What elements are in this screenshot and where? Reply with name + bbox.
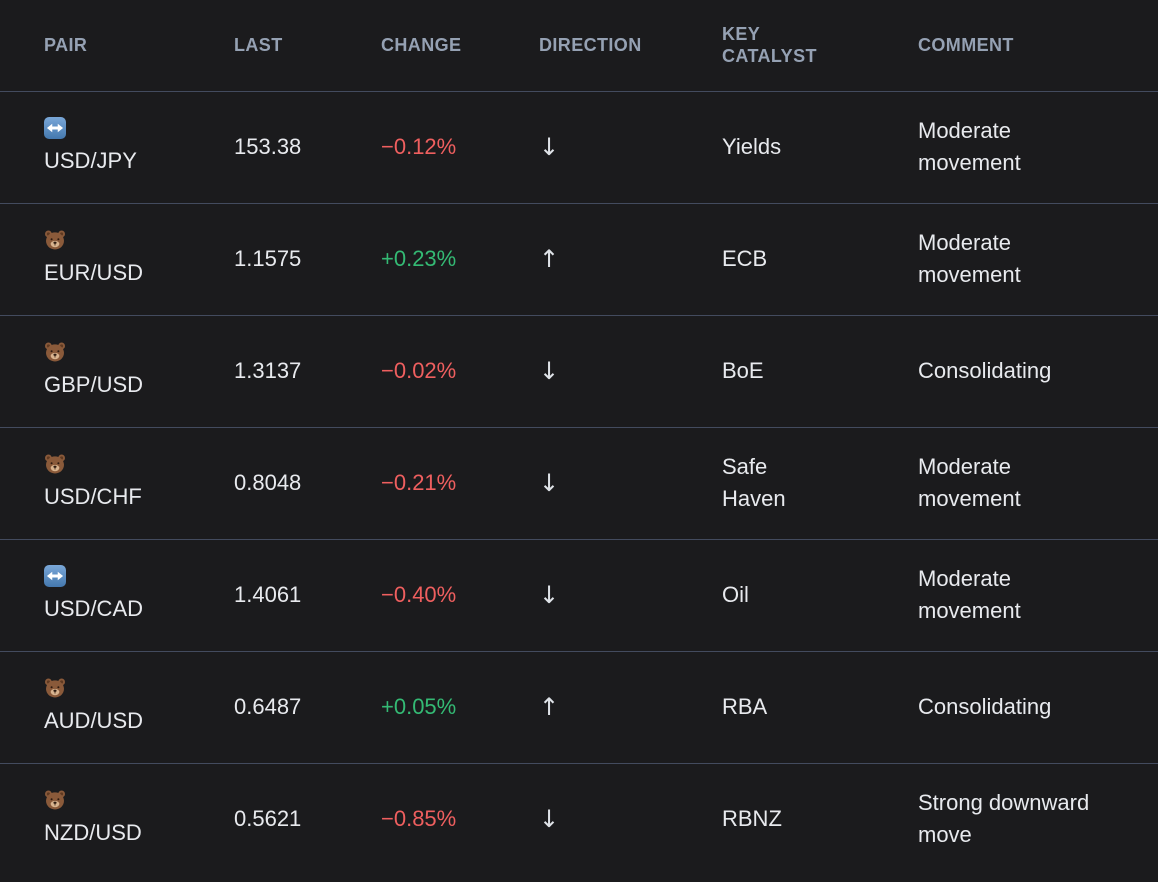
header-row: PAIR LAST CHANGE DIRECTION KEY CATALYST …	[0, 0, 1158, 91]
catalyst-cell: Yields	[722, 91, 918, 203]
comment-label: Consolidating	[918, 358, 1052, 384]
column-header-label: COMMENT	[918, 35, 1014, 55]
comment-cell: Moderate movement	[918, 91, 1158, 203]
direction-cell: ↑	[539, 203, 722, 315]
catalyst-label: RBNZ	[722, 806, 782, 832]
down-arrow-icon: ↓	[539, 804, 560, 833]
catalyst-label: RBA	[722, 694, 768, 720]
comment-cell: Consolidating	[918, 315, 1158, 427]
last-cell: 1.3137	[234, 358, 302, 384]
table-row-gbpusd: GBP/USD 1.3137 −0.02% ↓ BoE Consolidatin…	[0, 315, 1158, 427]
catalyst-label: Oil	[722, 582, 749, 608]
change-cell: −0.21%	[381, 470, 457, 496]
catalyst-cell: Oil	[722, 539, 918, 651]
pair-name: AUD/USD	[44, 708, 144, 734]
direction-cell: ↓	[539, 315, 722, 427]
column-header-label: KEY CATALYST	[722, 23, 817, 67]
left-right-arrow-icon	[44, 117, 66, 140]
catalyst-label: Safe Haven	[722, 454, 786, 511]
left-right-arrow-icon	[44, 565, 66, 588]
pair-cell: USD/JPY	[0, 91, 234, 203]
column-header-label: DIRECTION	[539, 35, 642, 55]
catalyst-cell: BoE	[722, 315, 918, 427]
comment-label: Moderate movement	[918, 454, 1021, 511]
last-cell: 0.5621	[234, 806, 302, 832]
comment-label: Moderate movement	[918, 230, 1021, 287]
catalyst-cell: Safe Haven	[722, 427, 918, 539]
change-cell: +0.05%	[381, 694, 457, 720]
up-arrow-icon: ↑	[539, 692, 560, 721]
direction-cell: ↓	[539, 91, 722, 203]
change-cell: −0.40%	[381, 582, 457, 608]
column-header-label: LAST	[234, 35, 283, 55]
pair-cell: NZD/USD	[0, 763, 234, 875]
catalyst-cell: RBNZ	[722, 763, 918, 875]
comment-label: Consolidating	[918, 694, 1052, 720]
catalyst-label: ECB	[722, 246, 768, 272]
direction-cell: ↓	[539, 427, 722, 539]
pair-name: NZD/USD	[44, 820, 142, 846]
column-header-key-catalyst: KEY CATALYST	[722, 0, 918, 91]
pair-name: GBP/USD	[44, 372, 144, 398]
bear-icon	[44, 677, 66, 699]
down-arrow-icon: ↓	[539, 468, 560, 497]
bear-icon	[44, 229, 66, 251]
comment-cell: Moderate movement	[918, 203, 1158, 315]
comment-cell: Moderate movement	[918, 539, 1158, 651]
pair-name: USD/JPY	[44, 148, 137, 174]
table-row-eurusd: EUR/USD 1.1575 +0.23% ↑ ECB Moderate mov…	[0, 203, 1158, 315]
table-row-audusd: AUD/USD 0.6487 +0.05% ↑ RBA Consolidatin…	[0, 651, 1158, 763]
change-cell: −0.85%	[381, 806, 457, 832]
down-arrow-icon: ↓	[539, 132, 560, 161]
catalyst-cell: RBA	[722, 651, 918, 763]
table-row-nzdusd: NZD/USD 0.5621 −0.85% ↓ RBNZ Strong down…	[0, 763, 1158, 875]
change-cell: −0.02%	[381, 358, 457, 384]
comment-label: Moderate movement	[918, 118, 1021, 175]
pair-cell: EUR/USD	[0, 203, 234, 315]
pair-name: EUR/USD	[44, 260, 144, 286]
bear-icon	[44, 341, 66, 363]
column-header-comment: COMMENT	[918, 0, 1158, 91]
pair-cell: USD/CHF	[0, 427, 234, 539]
pair-cell: USD/CAD	[0, 539, 234, 651]
comment-cell: Moderate movement	[918, 427, 1158, 539]
pair-name: USD/CAD	[44, 596, 144, 622]
comment-cell: Strong downward move	[918, 763, 1158, 875]
comment-label: Strong downward move	[918, 790, 1090, 848]
change-cell: −0.12%	[381, 134, 457, 160]
down-arrow-icon: ↓	[539, 580, 560, 609]
catalyst-label: BoE	[722, 358, 764, 384]
direction-cell: ↑	[539, 651, 722, 763]
last-cell: 0.6487	[234, 694, 302, 720]
comment-label: Moderate movement	[918, 566, 1021, 623]
column-header-label: PAIR	[44, 35, 88, 55]
last-cell: 1.1575	[234, 246, 302, 272]
up-arrow-icon: ↑	[539, 244, 560, 273]
change-cell: +0.23%	[381, 246, 457, 272]
table-header: PAIR LAST CHANGE DIRECTION KEY CATALYST …	[0, 0, 1158, 91]
column-header-last: LAST	[234, 0, 381, 91]
bear-icon	[44, 789, 66, 811]
pair-cell: AUD/USD	[0, 651, 234, 763]
column-header-change: CHANGE	[381, 0, 539, 91]
pair-cell: GBP/USD	[0, 315, 234, 427]
column-header-pair: PAIR	[0, 0, 234, 91]
last-cell: 1.4061	[234, 582, 302, 608]
down-arrow-icon: ↓	[539, 356, 560, 385]
direction-cell: ↓	[539, 539, 722, 651]
last-cell: 0.8048	[234, 470, 302, 496]
pair-name: USD/CHF	[44, 484, 142, 510]
last-cell: 153.38	[234, 134, 302, 160]
catalyst-cell: ECB	[722, 203, 918, 315]
table-row-usdchf: USD/CHF 0.8048 −0.21% ↓ Safe Haven Moder…	[0, 427, 1158, 539]
table-row-usdcad: USD/CAD 1.4061 −0.40% ↓ Oil Moderate mov…	[0, 539, 1158, 651]
comment-cell: Consolidating	[918, 651, 1158, 763]
column-header-label: CHANGE	[381, 35, 462, 55]
column-header-direction: DIRECTION	[539, 0, 722, 91]
table-row-usdjpy: USD/JPY 153.38 −0.12% ↓ Yields Moderate …	[0, 91, 1158, 203]
bear-icon	[44, 453, 66, 475]
direction-cell: ↓	[539, 763, 722, 875]
catalyst-label: Yields	[722, 134, 782, 160]
